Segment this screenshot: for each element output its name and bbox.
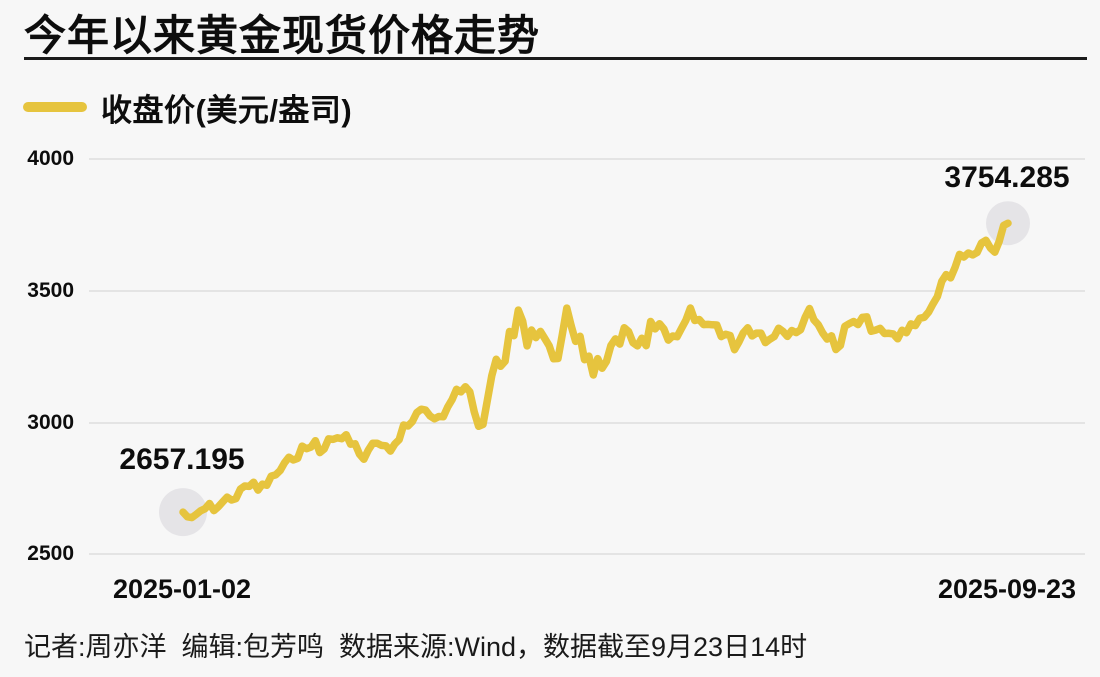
legend-label: 收盘价(美元/盎司) [101,92,353,128]
x-axis-end-label: 2025-09-23 [937,574,1077,604]
end-point-halo [986,201,1030,246]
start-value-label: 2657.195 [119,443,245,476]
y-tick-3500: 3500 [27,279,74,302]
gridline-3000 [89,421,1085,424]
gridline-2500 [89,553,1085,555]
title-underline [24,57,1087,60]
legend-line-swatch [23,102,87,112]
price-line [179,219,1012,522]
y-tick-3000: 3000 [27,411,74,434]
gridline-4000 [89,157,1085,160]
end-value-label: 3754.285 [944,161,1070,194]
y-tick-4000: 4000 [27,147,74,170]
x-axis-start-label: 2025-01-02 [112,574,252,604]
start-point-halo [159,488,207,537]
legend[interactable]: 收盘价(美元/盎司) [23,88,352,128]
gridline-3500 [89,289,1085,292]
footer-credits: 记者:周亦洋 编辑:包芳鸣 数据来源:Wind，数据截至9月23日14时 [24,632,808,662]
y-tick-2500: 2500 [27,542,74,565]
page-title: 今年以来黄金现货价格走势 [24,12,541,59]
